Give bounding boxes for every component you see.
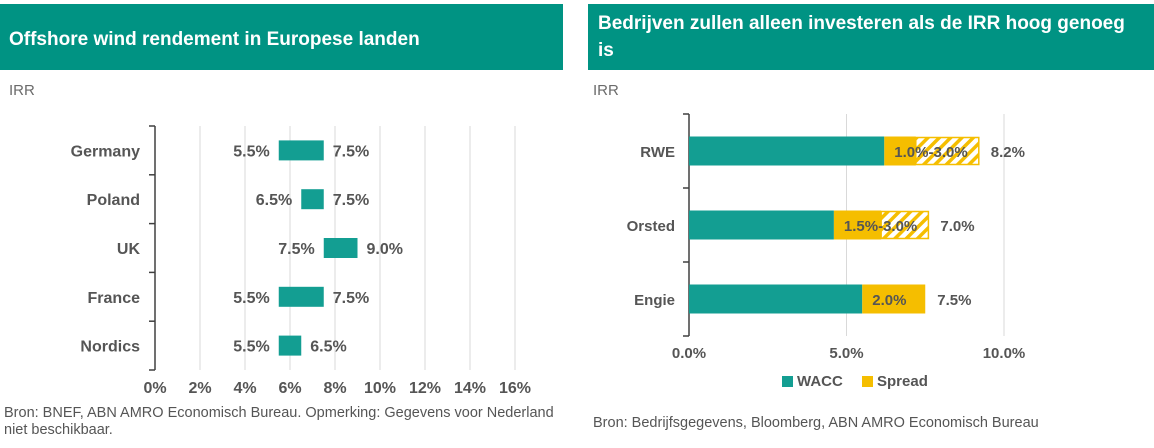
low-value-label: 6.5% <box>256 192 292 209</box>
total-label: 8.2% <box>991 144 1025 161</box>
axis-unit-label: IRR <box>9 82 35 99</box>
category-label: Orsted <box>627 218 675 235</box>
spread-label: 1.5%-3.0% <box>844 218 917 235</box>
high-value-label: 7.5% <box>333 192 369 209</box>
x-tick-label: 4% <box>233 380 256 397</box>
category-label: Germany <box>71 143 140 160</box>
high-value-label: 7.5% <box>333 143 369 160</box>
range-bar <box>301 189 324 210</box>
x-tick-label: 5.0% <box>829 345 863 362</box>
x-tick-label: 10% <box>364 380 396 397</box>
range-bar-chart: 0% 2% 4% 6% 8% 10% 12% 14% 16% Germany 5.5% 7.5% Pol… <box>71 125 531 397</box>
legend-swatch-wacc <box>782 376 793 387</box>
legend-label-spread: Spread <box>877 373 928 390</box>
spread-bar <box>833 210 882 240</box>
stacked-bar-chart: 0.0% 5.0% 10.0% RWE 1.0%-3.0% 8.2% Orsted 1.5%-… <box>627 113 1026 390</box>
spread-bar <box>862 284 926 314</box>
x-tick-label: 8% <box>323 380 346 397</box>
wacc-bar <box>689 284 863 314</box>
source-note: Bron: Bedrijfsgegevens, Bloomberg, ABN A… <box>593 415 1039 431</box>
chart-title: Offshore wind rendement in Europese land… <box>0 4 563 70</box>
x-tick-label: 12% <box>409 380 441 397</box>
wacc-bar <box>689 136 885 166</box>
range-bar <box>278 140 324 161</box>
category-label: France <box>88 290 141 307</box>
low-value-label: 7.5% <box>278 241 314 258</box>
x-tick-label: 0.0% <box>672 345 706 362</box>
wacc-bar <box>689 210 834 240</box>
panel-irr: Bedrijven zullen alleen investeren als d… <box>588 0 1154 448</box>
legend-label-wacc: WACC <box>797 373 843 390</box>
spread-range-bar <box>880 210 930 240</box>
x-tick-label: 10.0% <box>983 345 1026 362</box>
spread-label: 1.0%-3.0% <box>894 144 967 161</box>
category-label: UK <box>117 241 141 258</box>
x-tick-label: 14% <box>454 380 486 397</box>
total-label: 7.5% <box>937 292 971 309</box>
category-label: RWE <box>640 144 675 161</box>
high-value-label: 6.5% <box>310 339 346 356</box>
x-tick-label: 16% <box>499 380 531 397</box>
high-value-label: 9.0% <box>367 241 403 258</box>
range-bar <box>278 286 324 307</box>
x-tick-label: 6% <box>278 380 301 397</box>
axis-unit-label: IRR <box>593 82 619 99</box>
chart-title: Bedrijven zullen alleen investeren als d… <box>588 4 1154 70</box>
category-label: Nordics <box>80 339 140 356</box>
range-bar <box>323 238 358 258</box>
low-value-label: 5.5% <box>233 143 269 160</box>
x-tick-label: 2% <box>188 380 211 397</box>
low-value-label: 5.5% <box>233 290 269 307</box>
high-value-label: 7.5% <box>333 290 369 307</box>
panel-offshore-wind: Offshore wind rendement in Europese land… <box>0 0 563 448</box>
spread-bar <box>884 136 916 166</box>
legend-swatch-spread <box>862 376 873 387</box>
category-label: Poland <box>87 192 140 209</box>
source-note: Bron: BNEF, ABN AMRO Economisch Bureau. … <box>4 405 554 438</box>
category-label: Engie <box>634 292 675 309</box>
total-label: 7.0% <box>940 218 974 235</box>
range-bar <box>278 335 302 356</box>
low-value-label: 5.5% <box>233 339 269 356</box>
spread-range-bar <box>915 136 980 166</box>
x-tick-label: 0% <box>143 380 166 397</box>
spread-label: 2.0% <box>872 292 906 309</box>
